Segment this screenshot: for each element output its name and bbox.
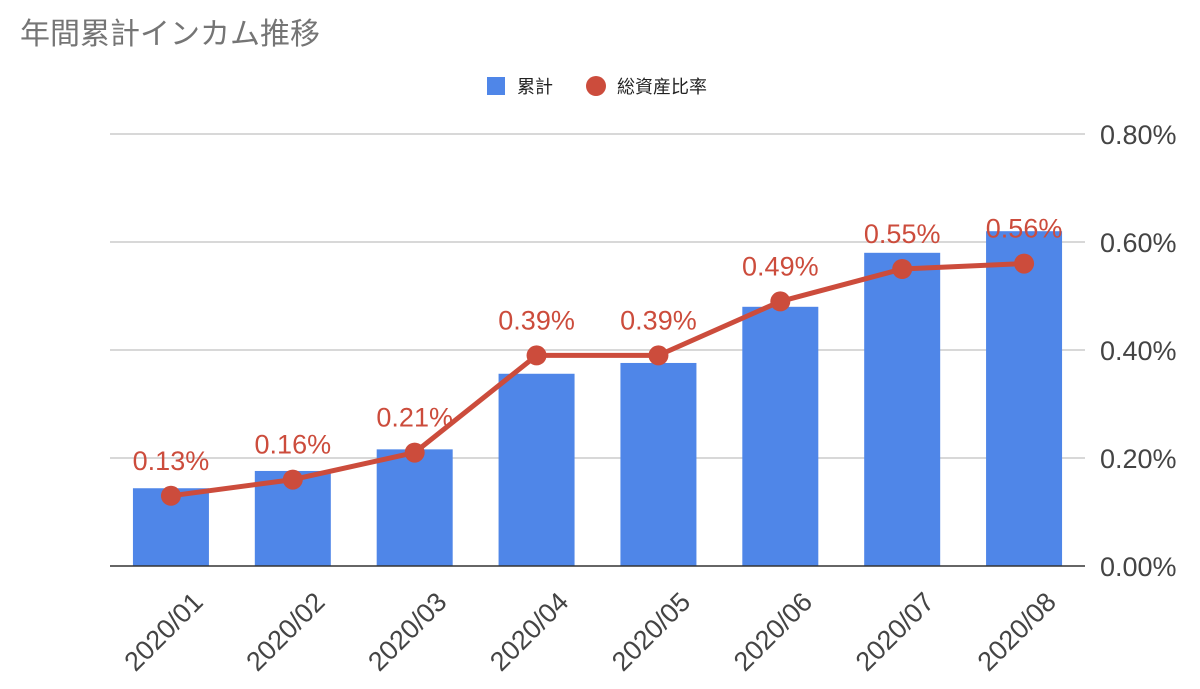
line-point <box>404 442 425 463</box>
line-point <box>770 291 791 312</box>
legend-line-label: 総資産比率 <box>617 77 707 98</box>
bar <box>986 231 1063 566</box>
bar <box>498 373 575 566</box>
legend-bar-swatch <box>487 77 505 95</box>
bar <box>864 252 941 567</box>
data-label: 0.21% <box>376 403 453 433</box>
line-point <box>160 485 181 506</box>
x-tick-label: 2020/03 <box>362 587 452 677</box>
legend-line-swatch <box>586 76 606 96</box>
chart-title: 年間累計インカム推移 <box>20 17 320 52</box>
x-tick-label: 2020/02 <box>240 587 330 677</box>
line-point <box>526 345 547 366</box>
line-point <box>1014 253 1035 274</box>
y-tick-label: 0.80% <box>1100 120 1177 150</box>
legend: 累計 総資産比率 <box>487 76 707 98</box>
data-label: 0.16% <box>255 430 332 460</box>
y-tick-label: 0.60% <box>1100 228 1177 258</box>
right-y-axis: 0.00% 0.20% 0.40% 0.60% 0.80% <box>1100 120 1177 582</box>
series-line <box>170 261 1025 499</box>
data-label: 0.39% <box>620 305 697 335</box>
x-tick-label: 2020/05 <box>606 587 696 677</box>
y-tick-label: 0.20% <box>1100 444 1177 474</box>
data-label: 0.49% <box>742 251 819 281</box>
x-tick-label: 2020/04 <box>484 587 574 677</box>
x-tick-label: 2020/01 <box>119 587 209 677</box>
line-point <box>282 469 303 490</box>
y-tick-label: 0.40% <box>1100 336 1177 366</box>
bar <box>376 449 453 566</box>
bar <box>742 306 819 566</box>
data-label: 0.13% <box>133 446 210 476</box>
legend-bar-label: 累計 <box>517 77 553 98</box>
x-tick-label: 2020/08 <box>972 587 1062 677</box>
x-tick-label: 2020/07 <box>850 587 940 677</box>
line-series: 0.13% 0.16% 0.21% 0.39% 0.39% 0.49% 0.55% 0.56% <box>133 214 1063 506</box>
line-point <box>648 345 669 366</box>
bar-series <box>132 231 1063 567</box>
data-label: 0.39% <box>498 305 575 335</box>
x-tick-label: 2020/06 <box>728 587 818 677</box>
data-label: 0.56% <box>986 214 1063 244</box>
y-tick-label: 0.00% <box>1100 552 1177 582</box>
bar <box>620 362 697 566</box>
data-label: 0.55% <box>864 219 941 249</box>
line-point <box>892 259 913 279</box>
x-axis: 2020/01 2020/02 2020/03 2020/04 2020/05 2020/… <box>119 587 1062 677</box>
